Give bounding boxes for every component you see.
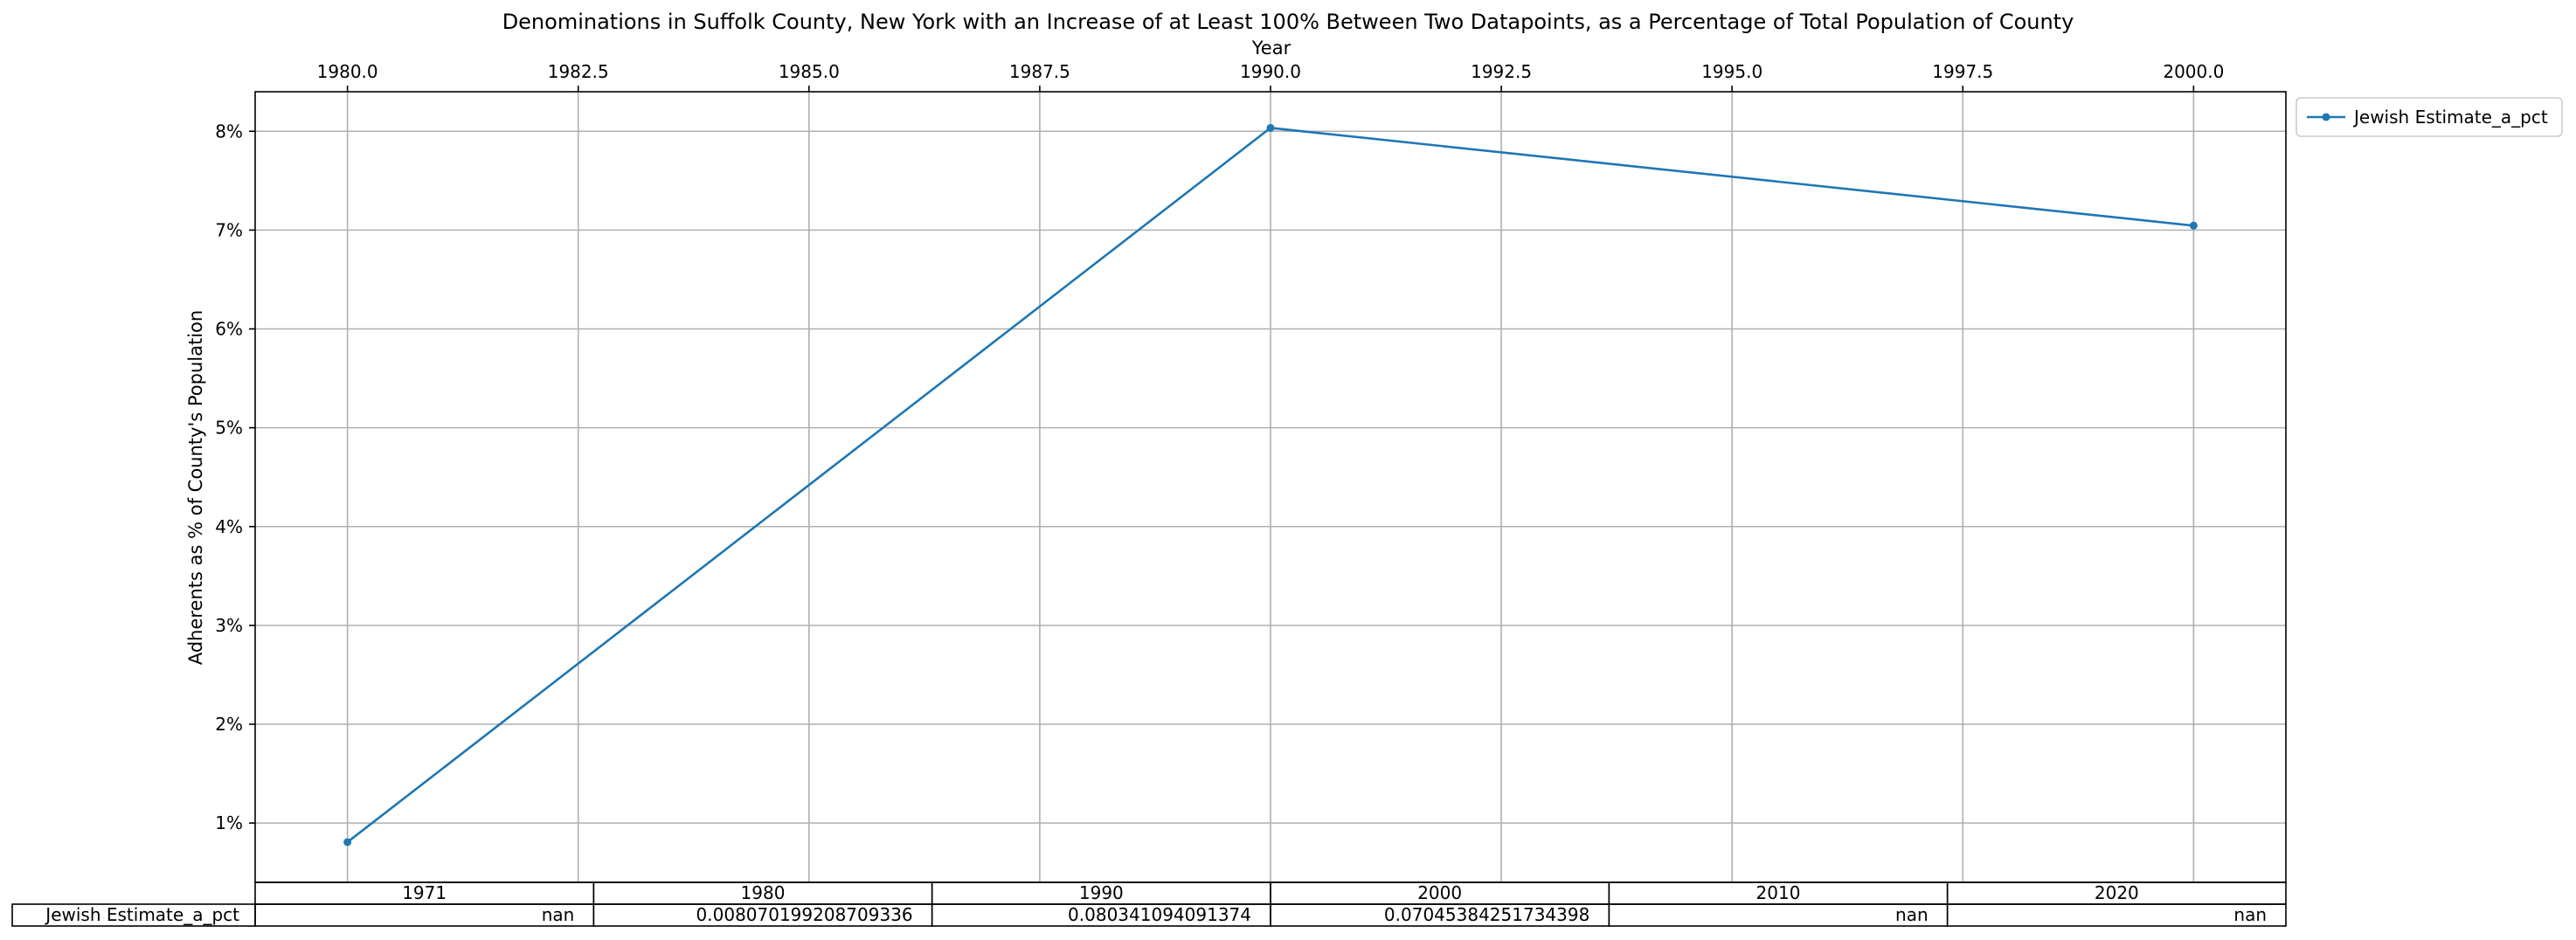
legend: Jewish Estimate_a_pct (2296, 97, 2563, 137)
table-cell-value: nan (1895, 904, 1929, 925)
table-cell-value: nan (542, 904, 575, 925)
data-point (1266, 123, 1275, 132)
table-cell-value: 0.008070199208709336 (696, 904, 913, 925)
x-tick-label: 1982.5 (548, 61, 609, 82)
x-tick-label: 1997.5 (1932, 61, 1993, 82)
table-col-label: 1990 (1079, 882, 1124, 903)
x-tick-label: 2000.0 (2163, 61, 2224, 82)
table-cell-value: 0.07045384251734398 (1384, 904, 1589, 925)
data-point (343, 838, 352, 847)
table-cell (1946, 903, 2287, 927)
y-tick-label: 6% (215, 319, 243, 340)
table-row-label: Jewish Estimate_a_pct (44, 904, 239, 925)
table-col-label: 2000 (1417, 882, 1462, 903)
x-tick-label: 1995.0 (1701, 61, 1762, 82)
x-tick-label: 1990.0 (1240, 61, 1301, 82)
data-point (2189, 221, 2198, 230)
x-tick-label: 1987.5 (1009, 61, 1070, 82)
legend-swatch-marker (2322, 113, 2330, 121)
legend-box (2296, 97, 2563, 137)
gridlines (255, 92, 2286, 882)
x-axis-label: Year (1251, 38, 1291, 59)
y-axis-label: Adherents as % of County's Population (185, 310, 206, 665)
y-tick-label: 4% (215, 516, 243, 537)
table-col-label: 2020 (2095, 882, 2139, 903)
table-cell-value: nan (2233, 904, 2267, 925)
table-cell-value: 0.080341094091374 (1068, 904, 1251, 925)
table-col-label: 1980 (741, 882, 786, 903)
chart-title: Denominations in Suffolk County, New Yor… (502, 10, 2074, 34)
table-col-label: 2010 (1756, 882, 1801, 903)
y-tick-label: 5% (215, 418, 243, 439)
y-tick-label: 7% (215, 219, 243, 240)
series (343, 123, 2198, 847)
x-tick-label: 1980.0 (317, 61, 378, 82)
x-tick-label: 1992.5 (1471, 61, 1532, 82)
data-table: 1971 1980 1990 2000 2010 2020 Jewish Estimate_… (11, 881, 2287, 927)
x-tick-label: 1985.0 (779, 61, 840, 82)
ticks: 1980.0 1982.5 1985.0 1987.5 1990.0 1992.5 1995… (215, 61, 2224, 833)
y-tick-label: 3% (215, 615, 243, 636)
y-tick-label: 1% (215, 812, 243, 833)
y-tick-label: 8% (215, 121, 243, 142)
legend-entry-label: Jewish Estimate_a_pct (2352, 107, 2548, 128)
table-col-label: 1971 (402, 882, 447, 903)
y-tick-label: 2% (215, 714, 243, 735)
